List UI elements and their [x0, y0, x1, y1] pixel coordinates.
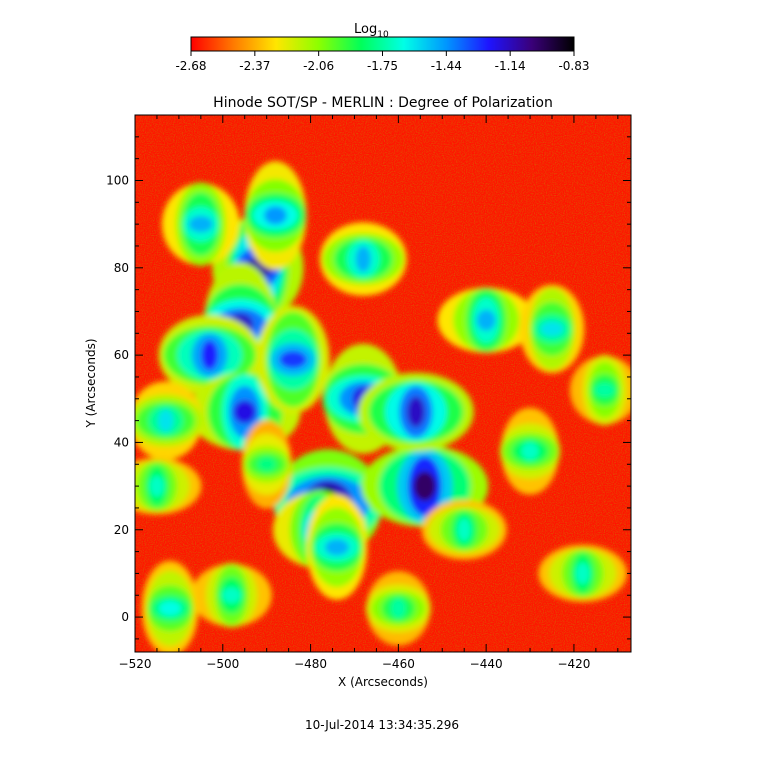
polarization-feature	[222, 586, 242, 604]
x-axis-ticks: −520 −500 −480 −460 −440 −420	[119, 115, 619, 671]
colorbar-tick-label: -2.68	[175, 59, 206, 73]
y-tick-label: 20	[114, 523, 129, 537]
colorbar-tick-label: -0.83	[558, 59, 589, 73]
chart-title: Hinode SOT/SP - MERLIN : Degree of Polar…	[213, 95, 553, 111]
y-axis-label: Y (Arcseconds)	[84, 338, 98, 428]
polarization-feature	[575, 562, 590, 585]
colorbar-gradient	[190, 36, 575, 52]
polarization-feature	[390, 598, 406, 619]
polarization-feature	[201, 340, 219, 371]
polarization-feature	[233, 400, 257, 424]
y-axis-ticks: 0 20 40 60 80 100	[106, 114, 631, 640]
polarization-feature	[149, 475, 165, 497]
polarization-feature	[406, 396, 426, 428]
polarization-feature	[476, 309, 496, 331]
plot-area	[135, 115, 631, 652]
x-tick-label: −500	[206, 657, 239, 671]
y-tick-label: 80	[114, 261, 129, 275]
colorbar-tick-label: -2.06	[303, 59, 334, 73]
polarization-feature	[157, 409, 174, 432]
y-tick-label: 40	[114, 435, 129, 449]
polarization-feature	[257, 456, 277, 472]
x-tick-label: −480	[294, 657, 327, 671]
colorbar-label-base: Log	[354, 22, 377, 37]
colorbar-label: Log10	[354, 22, 389, 40]
polarization-feature	[521, 442, 539, 461]
polarization-feature	[264, 206, 287, 225]
polarization-feature	[355, 246, 371, 273]
y-tick-label: 60	[114, 348, 129, 362]
x-tick-label: −440	[470, 657, 503, 671]
plot-frame	[134, 114, 632, 653]
x-axis-label: X (Arcseconds)	[338, 675, 428, 689]
polarization-feature	[540, 321, 564, 337]
polarization-feature	[324, 538, 349, 556]
colorbar-label-subscript: 10	[377, 30, 389, 40]
y-tick-label: 100	[106, 173, 129, 187]
colorbar-tick-label: -1.75	[367, 59, 398, 73]
polarization-feature	[279, 350, 307, 369]
polarization-features	[135, 161, 631, 652]
y-tick-label: 0	[121, 610, 129, 624]
colorbar-tick-label: -1.14	[495, 59, 526, 73]
polarization-feature	[457, 517, 471, 542]
x-tick-label: −520	[119, 657, 152, 671]
colorbar-tick-label: -1.44	[431, 59, 462, 73]
timestamp: 10-Jul-2014 13:34:35.296	[305, 718, 459, 732]
x-tick-label: −460	[382, 657, 415, 671]
colorbar-tick-label: -2.37	[239, 59, 270, 73]
polarization-feature	[188, 215, 213, 233]
colorbar: Log10 -2.68 -2.37 -2.06 -1.75 -1.44 -1.14 -0.8…	[175, 22, 589, 73]
colorbar-ticks: -2.68 -2.37 -2.06 -1.75 -1.44 -1.14 -0.83	[175, 51, 590, 73]
x-tick-label: −420	[557, 657, 590, 671]
polarization-feature	[594, 382, 615, 398]
polarization-feature	[413, 471, 436, 501]
polarization-feature	[158, 600, 182, 616]
